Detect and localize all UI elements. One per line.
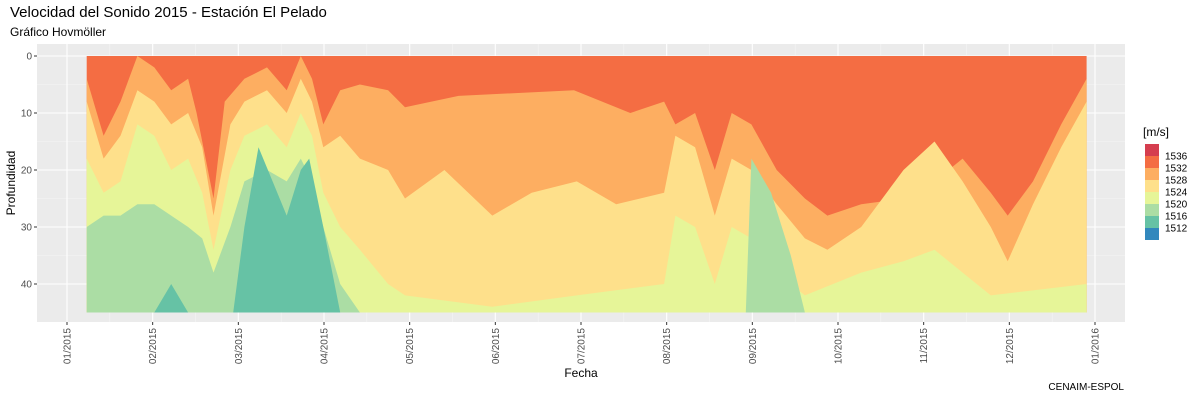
legend-label-1512: 1512 xyxy=(1165,224,1188,235)
x-tick-label-8: 09/2015 xyxy=(748,328,759,365)
x-tick-label-10: 11/2015 xyxy=(919,328,930,364)
legend-label-1516: 1516 xyxy=(1165,212,1188,223)
contour-bands xyxy=(86,56,1087,313)
x-axis-title: Fecha xyxy=(564,366,598,380)
contour-band-1520 xyxy=(86,113,1087,313)
x-tick-label-5: 06/2015 xyxy=(491,328,502,365)
y-tick-label-4: 40 xyxy=(21,280,33,291)
contour-band-1512 xyxy=(86,147,1087,313)
y-tick-label-0: 0 xyxy=(26,52,32,63)
x-tick-label-3: 04/2015 xyxy=(320,328,331,365)
legend-key-7 xyxy=(1145,228,1159,240)
legend-key-3 xyxy=(1145,180,1159,192)
legend-label-1528: 1528 xyxy=(1165,176,1188,187)
chart-caption: CENAIM-ESPOL xyxy=(1048,382,1124,393)
x-tick-label-7: 08/2015 xyxy=(662,328,673,365)
x-tick-label-12: 01/2016 xyxy=(1091,328,1102,365)
y-tick-label-3: 30 xyxy=(21,223,33,234)
axes: 0 10 20 30 40 01/2015 02/2015 03/2015 04/2015 05/… xyxy=(21,52,1102,365)
chart-subtitle: Gráfico Hovmöller xyxy=(10,25,107,39)
legend-key-1 xyxy=(1145,156,1159,168)
chart-title: Velocidad del Sonido 2015 - Estación El … xyxy=(10,4,327,21)
contour-band-1516 xyxy=(86,158,1087,313)
y-axis-title: Profundidad xyxy=(4,151,18,216)
x-tick-label-0: 01/2015 xyxy=(63,328,74,365)
legend-label-1524: 1524 xyxy=(1165,188,1188,199)
x-tick-label-4: 05/2015 xyxy=(405,328,416,365)
legend-key-0 xyxy=(1145,144,1159,156)
legend-key-2 xyxy=(1145,168,1159,180)
legend-title: [m/s] xyxy=(1143,125,1169,139)
legend-key-5 xyxy=(1145,204,1159,216)
y-tick-label-1: 10 xyxy=(21,109,33,120)
x-tick-label-6: 07/2015 xyxy=(577,328,588,365)
legend-label-1532: 1532 xyxy=(1165,164,1188,175)
x-tick-label-11: 12/2015 xyxy=(1005,328,1016,365)
legend-label-1520: 1520 xyxy=(1165,200,1188,211)
legend-key-4 xyxy=(1145,192,1159,204)
y-tick-label-2: 20 xyxy=(21,166,33,177)
x-tick-label-1: 02/2015 xyxy=(148,328,159,365)
x-tick-label-9: 10/2015 xyxy=(834,328,845,365)
legend-label-1536: 1536 xyxy=(1165,152,1188,163)
x-tick-label-2: 03/2015 xyxy=(234,328,245,365)
legend-key-6 xyxy=(1145,216,1159,228)
